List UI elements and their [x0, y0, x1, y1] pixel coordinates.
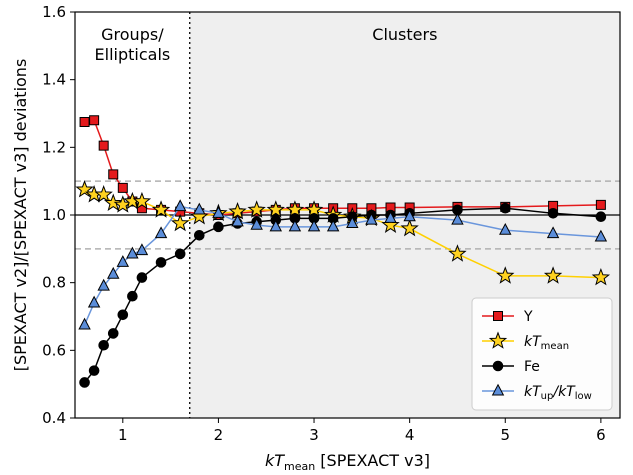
data-point: [117, 182, 128, 193]
legend-entry: Fe: [482, 359, 540, 375]
data-point: [448, 244, 467, 262]
y-axis-title: [SPEXACT v2]/[SPEXACT v3] deviations: [11, 59, 30, 372]
x-tick-label: 3: [309, 426, 319, 444]
x-tick-label: 4: [405, 426, 415, 444]
data-point: [385, 202, 396, 213]
data-point: [595, 211, 607, 222]
data-point: [591, 267, 611, 286]
data-point: [98, 339, 109, 351]
x-axis-title: kTmean [SPEXACT v3]: [265, 451, 430, 473]
data-point: [126, 246, 139, 259]
data-point: [269, 219, 283, 232]
y-tick-label: 0.6: [42, 341, 66, 359]
legend-entry: Y: [482, 309, 533, 325]
data-point: [98, 140, 109, 151]
data-point: [499, 222, 512, 235]
legend-label: Fe: [524, 359, 540, 375]
region-label-groups: Groups/Ellipticals: [95, 25, 171, 64]
data-point: [365, 212, 378, 225]
data-point: [97, 278, 110, 291]
data-point: [212, 206, 225, 218]
data-point: [595, 199, 606, 210]
data-point: [154, 226, 168, 239]
x-tick-label: 6: [596, 426, 606, 444]
data-point: [132, 191, 152, 210]
region-label-clusters: Clusters: [372, 25, 437, 44]
data-point: [107, 266, 120, 279]
data-point: [107, 328, 119, 339]
data-point: [174, 248, 186, 260]
legend-marker: [491, 383, 505, 396]
data-point: [173, 199, 187, 212]
data-point: [250, 217, 263, 230]
data-point: [193, 230, 205, 241]
data-point: [75, 179, 94, 198]
legend-label: kTup/kTlow: [524, 384, 592, 402]
data-point: [307, 219, 321, 232]
legend-marker: [492, 360, 504, 372]
data-point: [89, 115, 100, 126]
data-point: [170, 213, 190, 232]
data-point: [547, 208, 559, 219]
data-point: [193, 202, 206, 215]
data-point: [116, 255, 130, 267]
y-tick-label: 0.4: [42, 409, 66, 427]
y-tick-label: 1.6: [42, 3, 66, 21]
data-point: [87, 295, 101, 308]
data-point: [79, 116, 90, 127]
data-point: [266, 200, 285, 218]
y-tick-label: 1.0: [42, 206, 66, 224]
data-point: [136, 272, 148, 283]
data-point: [127, 290, 138, 302]
data-point: [155, 257, 167, 268]
x-tick-label: 1: [118, 426, 128, 444]
data-point: [135, 243, 149, 256]
legend-label: kTmean: [524, 334, 569, 352]
data-point: [451, 212, 464, 225]
data-point: [108, 169, 119, 180]
y-tick-label: 1.4: [42, 71, 66, 89]
data-point: [94, 185, 113, 203]
y-tick-label: 0.8: [42, 274, 66, 292]
data-point: [400, 218, 419, 237]
data-point: [247, 200, 266, 218]
y-tick-label: 1.2: [42, 138, 66, 156]
data-point: [88, 365, 100, 376]
data-point: [546, 226, 560, 239]
legend-box: [471, 297, 613, 411]
data-point: [288, 219, 302, 232]
series-kT_up/kT_low: [78, 199, 608, 330]
x-tick-label: 2: [214, 426, 224, 444]
legend-marker: [488, 331, 508, 349]
data-point: [499, 202, 511, 214]
data-point: [543, 266, 563, 284]
data-point: [79, 377, 90, 388]
data-point: [384, 211, 397, 223]
data-point: [326, 219, 340, 232]
data-point: [496, 266, 515, 284]
data-point: [594, 229, 608, 242]
data-point: [117, 309, 129, 321]
legend-label: Y: [523, 309, 533, 325]
data-point: [78, 317, 91, 330]
data-point: [151, 200, 171, 218]
x-tick-label: 5: [500, 426, 510, 444]
legend-marker: [493, 311, 503, 321]
data-point: [231, 214, 244, 227]
data-point: [548, 200, 559, 211]
legend-entry: kTup/kTlow: [482, 383, 592, 402]
data-point: [104, 193, 123, 211]
legend-entry: kTmean: [482, 331, 569, 352]
data-point: [403, 209, 416, 222]
data-point: [213, 221, 224, 233]
data-point: [346, 216, 359, 229]
